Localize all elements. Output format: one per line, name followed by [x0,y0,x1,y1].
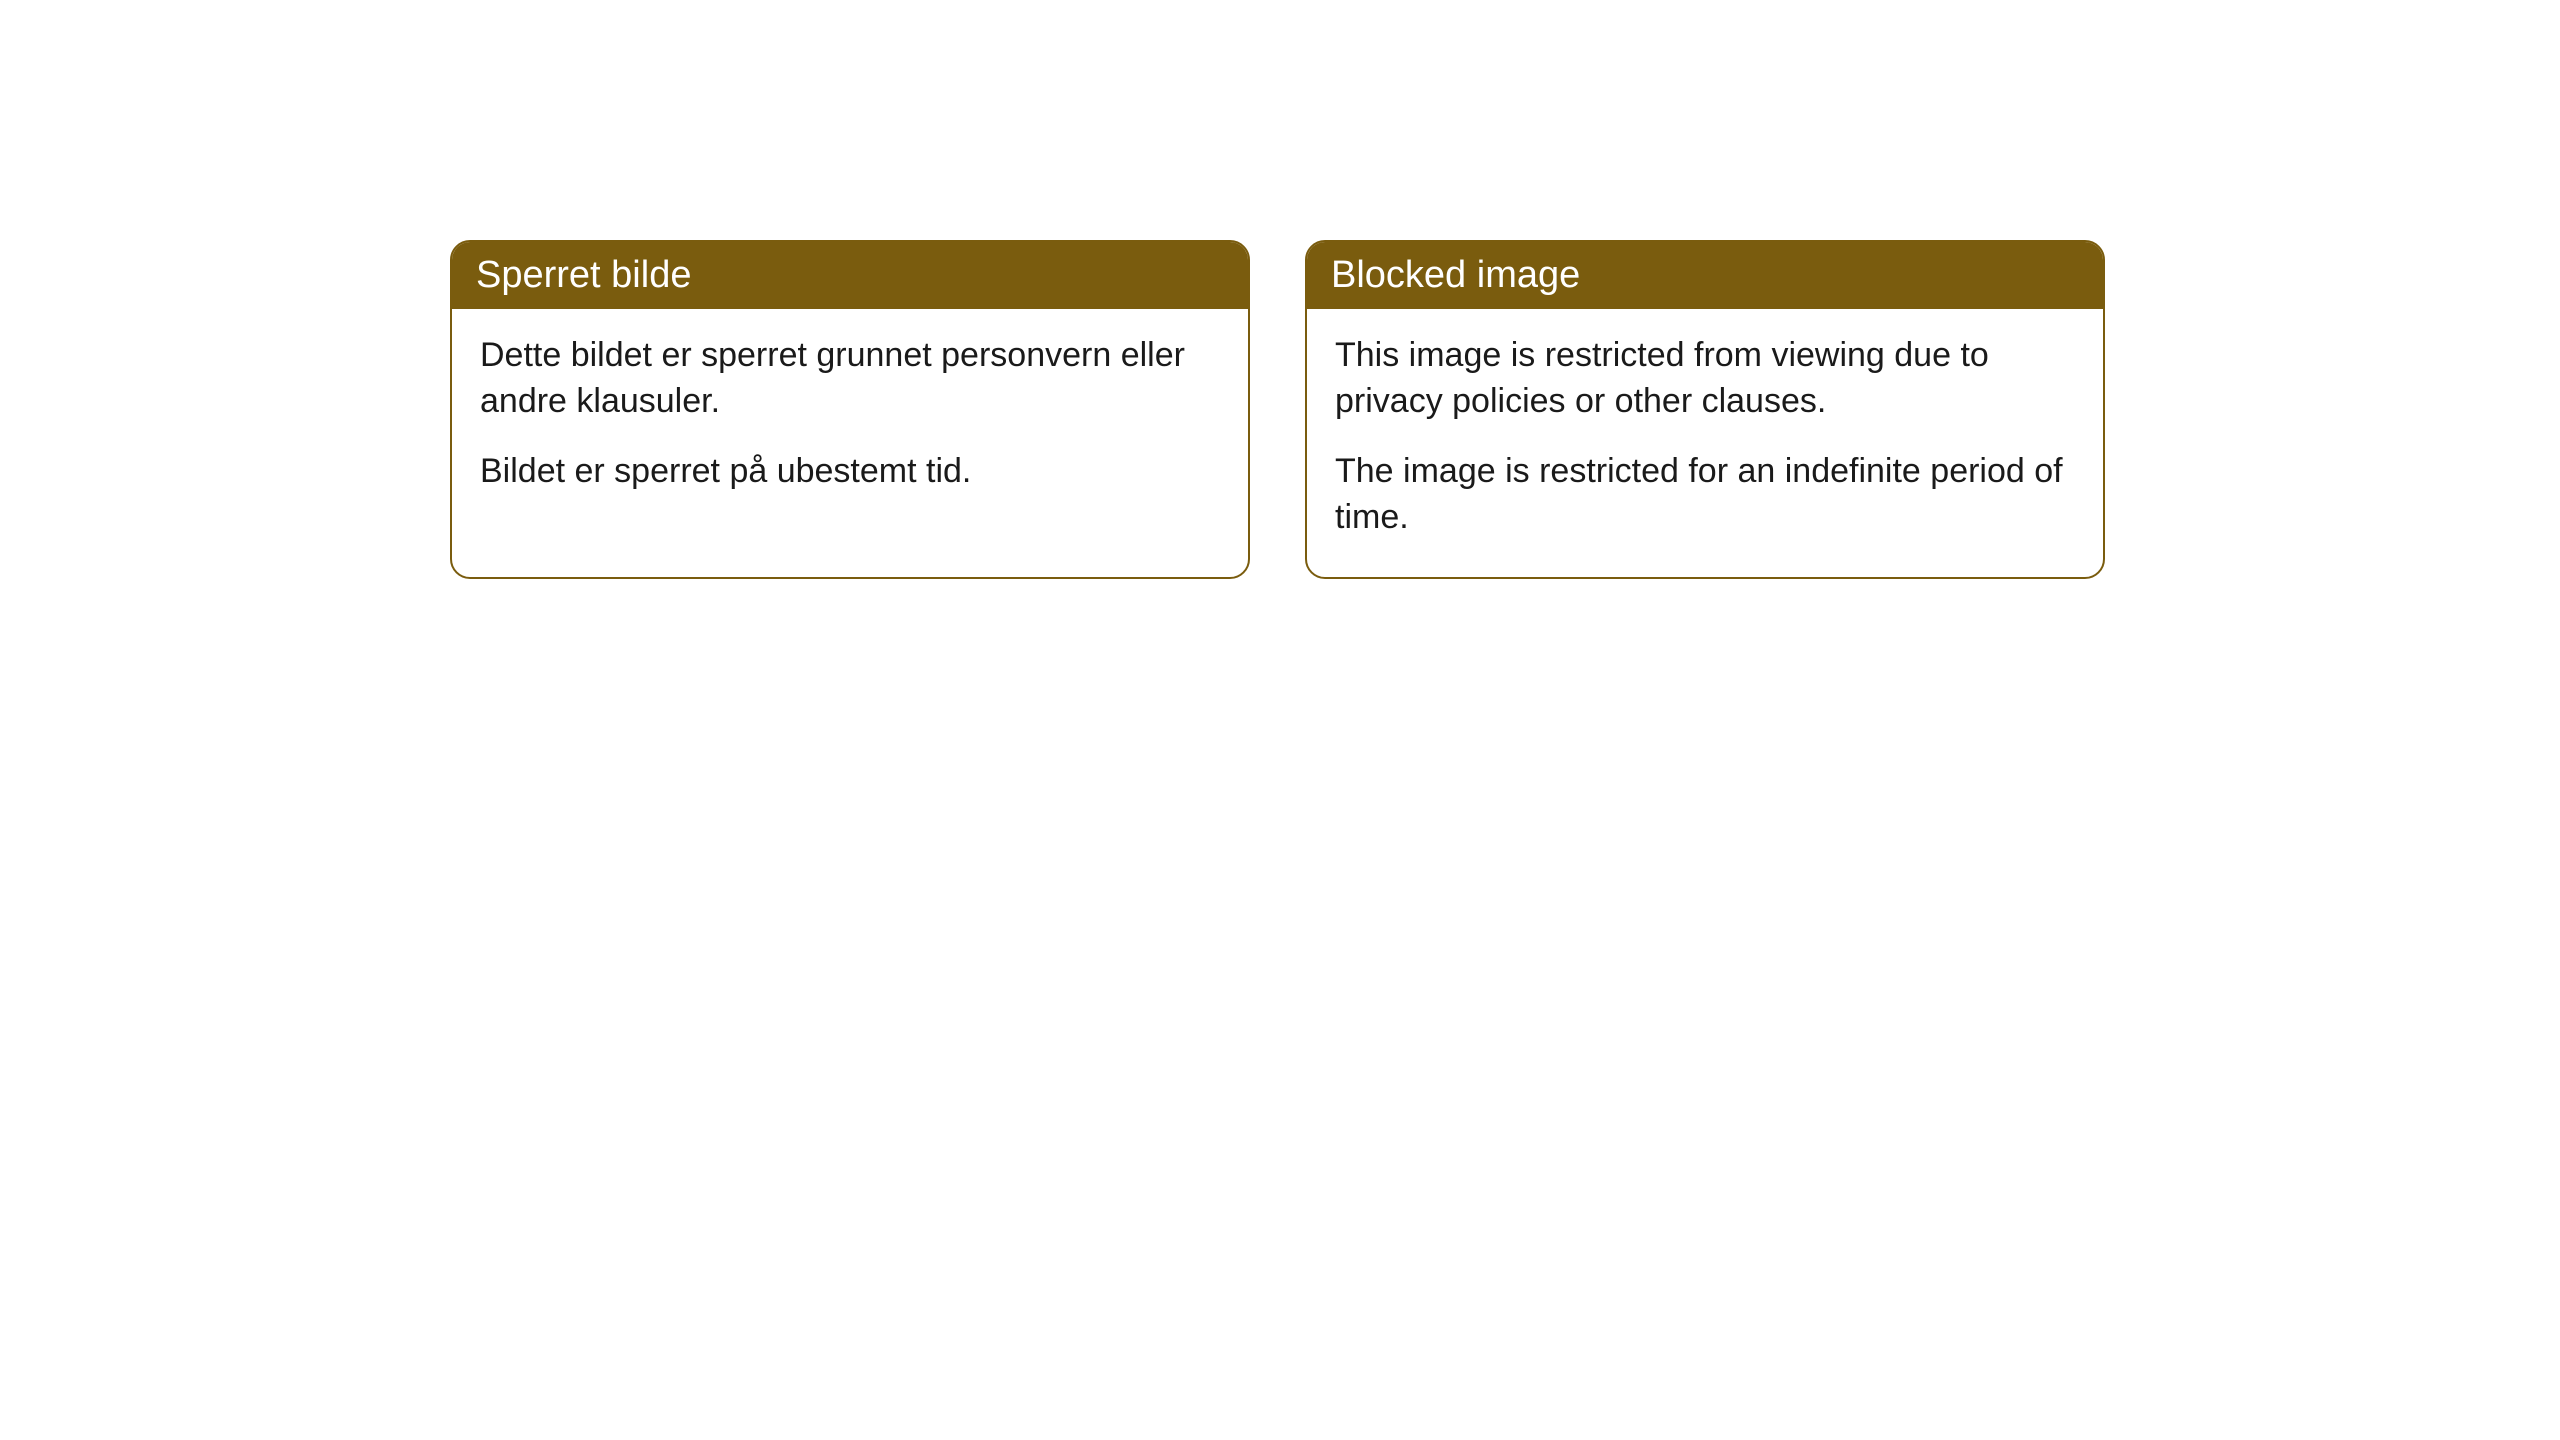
notice-cards-container: Sperret bilde Dette bildet er sperret gr… [450,240,2560,579]
card-header-norwegian: Sperret bilde [452,242,1248,309]
card-title-norwegian: Sperret bilde [476,254,691,296]
notice-card-norwegian: Sperret bilde Dette bildet er sperret gr… [450,240,1250,579]
card-body-norwegian: Dette bildet er sperret grunnet personve… [452,309,1248,531]
card-title-english: Blocked image [1331,254,1580,296]
card-header-english: Blocked image [1307,242,2103,309]
card-paragraph-1-english: This image is restricted from viewing du… [1335,333,2075,425]
card-paragraph-2-english: The image is restricted for an indefinit… [1335,449,2075,541]
card-body-english: This image is restricted from viewing du… [1307,309,2103,577]
card-paragraph-1-norwegian: Dette bildet er sperret grunnet personve… [480,333,1220,425]
notice-card-english: Blocked image This image is restricted f… [1305,240,2105,579]
card-paragraph-2-norwegian: Bildet er sperret på ubestemt tid. [480,449,1220,495]
